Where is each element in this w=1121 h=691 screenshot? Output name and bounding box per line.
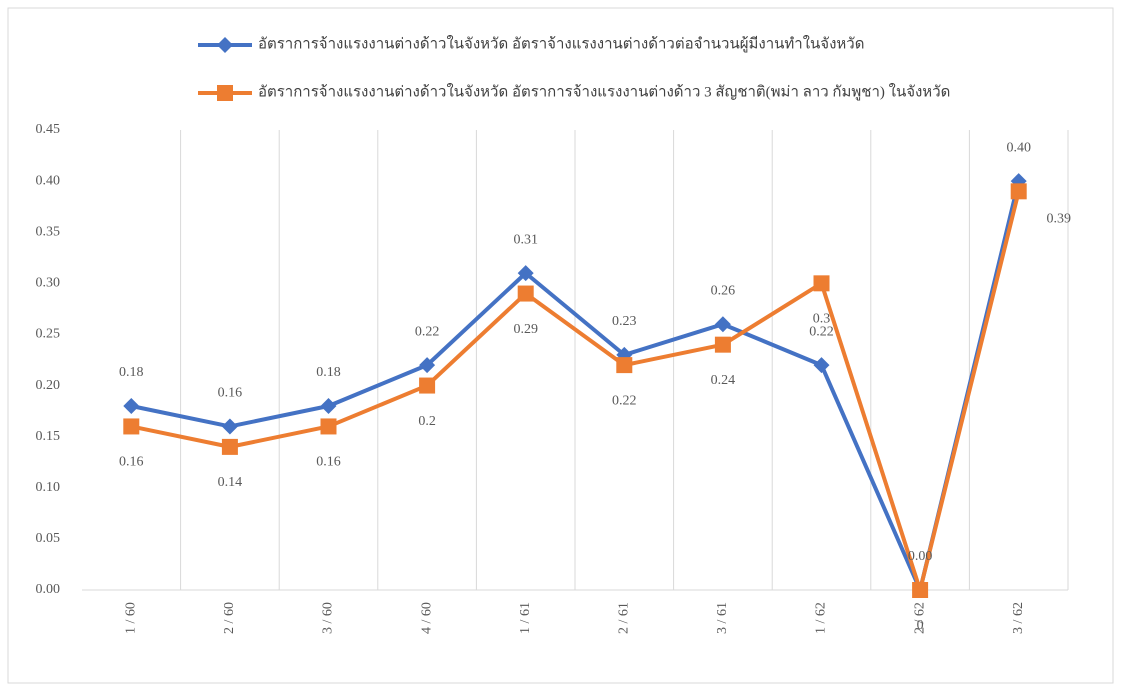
series-line bbox=[130, 180, 1021, 592]
data-label: 0.31 bbox=[513, 232, 538, 247]
series-line bbox=[130, 190, 1021, 592]
data-label: 0.00 bbox=[908, 549, 933, 564]
x-tick-label: 4 / 60 bbox=[419, 602, 434, 634]
y-tick-label: 0.00 bbox=[36, 582, 61, 597]
data-label: 0.22 bbox=[809, 324, 834, 339]
y-tick-label: 0.05 bbox=[36, 531, 61, 546]
data-point bbox=[912, 582, 929, 598]
data-point bbox=[221, 438, 238, 455]
data-label: 0.16 bbox=[119, 455, 144, 470]
data-label: 0.16 bbox=[316, 455, 341, 470]
data-point bbox=[1010, 183, 1027, 200]
data-label: 0.40 bbox=[1006, 140, 1031, 155]
data-point bbox=[419, 377, 436, 394]
data-point bbox=[320, 418, 337, 435]
data-point bbox=[813, 275, 830, 292]
y-tick-label: 0.45 bbox=[36, 122, 61, 137]
x-tick-label: 2 / 60 bbox=[222, 602, 237, 634]
legend-text: อัตราการจ้างแรงงานต่างด้าวในจังหวัด อัตร… bbox=[258, 82, 950, 100]
data-point bbox=[217, 85, 233, 101]
data-label: 0.14 bbox=[218, 475, 243, 490]
data-point bbox=[123, 398, 140, 414]
legend-text: อัตราการจ้างแรงงานต่างด้าวในจังหวัด อัตร… bbox=[258, 34, 864, 52]
data-label: 0 bbox=[917, 618, 924, 633]
data-point bbox=[517, 285, 534, 302]
data-point bbox=[217, 37, 233, 53]
y-tick-label: 0.10 bbox=[36, 480, 61, 495]
y-tick-label: 0.20 bbox=[36, 378, 61, 393]
x-tick-label: 3 / 62 bbox=[1011, 602, 1026, 634]
x-tick-label: 2 / 62 bbox=[912, 602, 927, 634]
data-point bbox=[123, 418, 140, 435]
data-point bbox=[714, 336, 731, 353]
data-label: 0.2 bbox=[418, 414, 436, 429]
data-point bbox=[517, 265, 534, 282]
y-tick-label: 0.30 bbox=[36, 276, 61, 291]
x-tick-label: 1 / 62 bbox=[814, 602, 829, 634]
data-point bbox=[320, 398, 337, 414]
y-tick-label: 0.40 bbox=[36, 173, 61, 188]
chart-border bbox=[7, 7, 1114, 684]
y-tick-label: 0.15 bbox=[36, 429, 61, 444]
x-tick-label: 1 / 61 bbox=[518, 602, 533, 634]
data-label: 0.23 bbox=[612, 314, 637, 329]
x-tick-label: 3 / 60 bbox=[321, 602, 336, 634]
y-tick-label: 0.35 bbox=[36, 224, 61, 239]
data-label: 0.18 bbox=[316, 365, 341, 380]
data-label: 0.22 bbox=[612, 393, 637, 408]
data-label: 0.24 bbox=[711, 373, 736, 388]
y-tick-label: 0.25 bbox=[36, 327, 61, 342]
data-point bbox=[419, 357, 436, 374]
data-label: 0.3 bbox=[813, 312, 831, 327]
data-point bbox=[221, 418, 238, 435]
data-label: 0.29 bbox=[513, 322, 538, 337]
x-tick-label: 3 / 61 bbox=[715, 602, 730, 634]
data-point bbox=[714, 316, 731, 333]
data-label: 0.16 bbox=[218, 386, 243, 401]
x-tick-label: 2 / 61 bbox=[617, 602, 632, 634]
data-point bbox=[813, 357, 830, 374]
x-tick-label: 1 / 60 bbox=[124, 602, 139, 634]
data-label: 0.22 bbox=[415, 324, 440, 339]
data-label: 0.26 bbox=[711, 283, 736, 298]
data-point bbox=[616, 357, 633, 374]
data-label: 0.18 bbox=[119, 365, 144, 380]
data-label: 0.39 bbox=[1046, 212, 1071, 227]
